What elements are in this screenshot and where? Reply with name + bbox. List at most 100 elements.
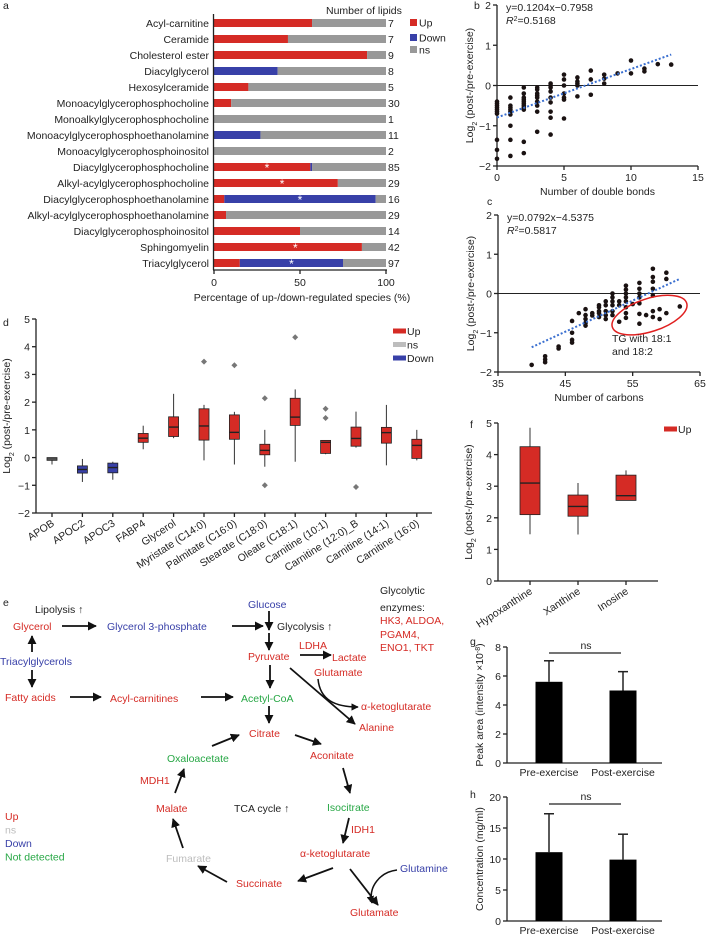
x-axis-title: Number of double bonds xyxy=(540,186,655,198)
x-tick-label: 35 xyxy=(492,378,504,390)
pathway-node: enzymes: xyxy=(380,602,425,614)
bar-segment-up xyxy=(214,227,300,235)
bar-segment-ns xyxy=(367,51,386,59)
lipid-class-label: Acyl-carnitine xyxy=(146,18,209,30)
r-squared-rest: =0.5817 xyxy=(519,225,557,237)
y-tick-label: 0 xyxy=(495,916,501,928)
data-point xyxy=(561,77,567,82)
outlier-point xyxy=(231,362,238,369)
y-tick-label: 2 xyxy=(486,210,492,222)
data-point xyxy=(561,72,567,77)
y-tick-label: 2 xyxy=(24,397,30,409)
pathway-node: Lipolysis ↑ xyxy=(35,604,83,616)
data-point xyxy=(601,81,607,86)
data-point xyxy=(534,109,540,114)
lipid-class-label: Alkyl-acylglycerophosphoethanolamine xyxy=(27,210,209,222)
r-squared-main: R xyxy=(506,15,514,27)
pathway-node: Alanine xyxy=(359,722,394,734)
y-tick-label: 5 xyxy=(486,418,492,430)
x-tick-label: 0 xyxy=(494,172,500,184)
bar-segment-ns xyxy=(361,243,386,251)
lipid-count: 42 xyxy=(388,242,400,254)
pathway-node: Glycolysis ↑ xyxy=(277,621,332,633)
bar-segment-ns xyxy=(312,163,386,171)
outlier-point xyxy=(353,483,359,490)
y-axis-title-rest: (post-/pre-exercise) xyxy=(1,358,13,452)
regression-equation: y=0.0792x−4.5375 xyxy=(507,212,594,224)
pathway-node: Citrate xyxy=(249,728,280,740)
data-point xyxy=(650,308,656,314)
outlier-point xyxy=(322,414,329,421)
data-point xyxy=(610,299,615,304)
pathway-node: TCA cycle ↑ xyxy=(234,803,289,815)
lipid-class-label: Diacylglycerophosphoethanolamine xyxy=(43,194,209,206)
x-category-label: Pre-exercise xyxy=(520,925,579,934)
significance-label: ns xyxy=(580,640,591,652)
bar-segment-up xyxy=(214,19,313,27)
data-point xyxy=(664,270,669,275)
significance-asterisk: * xyxy=(265,161,270,175)
data-point xyxy=(664,310,669,316)
y-axis-title-main: Log xyxy=(465,334,477,352)
data-point xyxy=(575,83,580,88)
data-point xyxy=(561,83,567,88)
y-axis-title-main: Log xyxy=(1,456,13,474)
pathway-arrow xyxy=(342,767,353,794)
y-tick-label: 4 xyxy=(495,700,501,712)
data-point xyxy=(534,103,540,108)
legend-label: ns xyxy=(407,340,418,352)
data-point xyxy=(508,153,513,159)
glutamate-transamination-arrow xyxy=(317,678,359,711)
x-category-label: Post-exercise xyxy=(591,767,655,779)
data-point xyxy=(610,312,615,318)
bar-segment-up xyxy=(214,243,362,251)
y-axis-title-rest: (post-/pre-exercise) xyxy=(463,444,475,538)
pathway-node: Triacylglycerols xyxy=(0,656,72,668)
pathway-arrow xyxy=(197,865,228,883)
pathway-node: Glutamate xyxy=(350,907,399,919)
counts-title: Number of lipids xyxy=(326,5,402,17)
lipid-count: 5 xyxy=(388,82,394,94)
x-category-label: Post-exercise xyxy=(591,925,655,934)
panel-letter: c xyxy=(487,196,492,208)
bar-segment-ns xyxy=(287,35,386,43)
pathway-node: Isocitrate xyxy=(327,802,370,814)
data-point xyxy=(508,123,513,129)
data-point xyxy=(588,77,594,82)
legend-swatch-up xyxy=(410,19,417,26)
data-point xyxy=(548,115,553,120)
data-point xyxy=(508,137,513,143)
lipid-class-label: Diacylglycerol xyxy=(144,66,209,78)
data-point xyxy=(603,308,609,314)
data-point xyxy=(650,279,656,285)
legend-swatch-up xyxy=(664,426,677,432)
pathway-node: Aconitate xyxy=(310,750,354,762)
bar-segment-up xyxy=(214,99,232,107)
lipid-class-label: Cholesterol ester xyxy=(130,50,210,62)
x-tick-label: 55 xyxy=(627,378,639,390)
data-point xyxy=(529,362,534,368)
y-axis-title: Log2 (post-/pre-exercise) xyxy=(1,358,16,473)
significance-asterisk: * xyxy=(289,257,294,271)
y-tick-label: 2 xyxy=(486,513,492,525)
lipid-count: 29 xyxy=(388,210,400,222)
panel-g-peak-area-bar-chart: 0 2 4 6 8 Peak area (intensity ×10-8) Pre-exer… xyxy=(474,640,662,779)
legend-label: Up xyxy=(419,18,433,30)
data-point xyxy=(556,346,561,351)
y-axis-title: Concentration (mg/ml) xyxy=(474,807,486,911)
data-point xyxy=(548,100,553,105)
bar-segment-up xyxy=(214,211,227,219)
y-axis-title-main: Log xyxy=(464,126,476,144)
data-point xyxy=(534,129,540,135)
pathway-node: Acyl-carnitines xyxy=(110,693,178,705)
data-point xyxy=(650,274,656,280)
box-iqr xyxy=(289,397,301,426)
legend-label: Down xyxy=(407,353,434,365)
bar-segment-ns xyxy=(375,195,386,203)
bar-segment-ns xyxy=(277,67,386,75)
pathway-legend-item: ns xyxy=(5,825,16,837)
bar-segment-up xyxy=(214,179,338,187)
bar-segment-ns xyxy=(231,99,386,107)
